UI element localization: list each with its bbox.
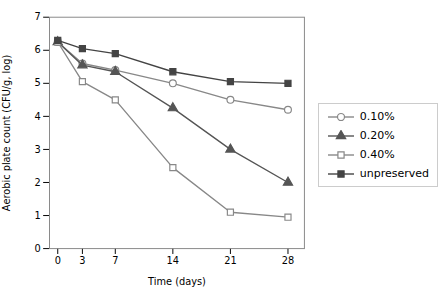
svg-text:7: 7: [112, 255, 118, 266]
svg-text:21: 21: [224, 255, 236, 266]
svg-text:2: 2: [34, 176, 40, 187]
html-text:0.20%: 0.20%: [359, 129, 395, 142]
svg-text:0: 0: [55, 255, 61, 266]
html-text:unpreserved: unpreserved: [359, 167, 429, 180]
svg-text:5: 5: [34, 77, 40, 88]
svg-text:28: 28: [282, 255, 294, 266]
svg-text:0: 0: [34, 243, 40, 254]
svg-text:14: 14: [167, 255, 179, 266]
svg-text:7: 7: [34, 11, 40, 22]
svg-text:3: 3: [79, 255, 85, 266]
svg-text:Aerobic plate count (CFU/g, lo: Aerobic plate count (CFU/g, log): [1, 55, 12, 211]
svg-text:Time (days): Time (days): [147, 276, 206, 287]
html-text:0.40%: 0.40%: [359, 148, 395, 161]
svg-text:3: 3: [34, 143, 40, 154]
svg-text:4: 4: [34, 110, 40, 121]
svg-text:1: 1: [34, 210, 40, 221]
svg-text:6: 6: [34, 44, 40, 55]
html-text:0.10%: 0.10%: [359, 110, 395, 123]
